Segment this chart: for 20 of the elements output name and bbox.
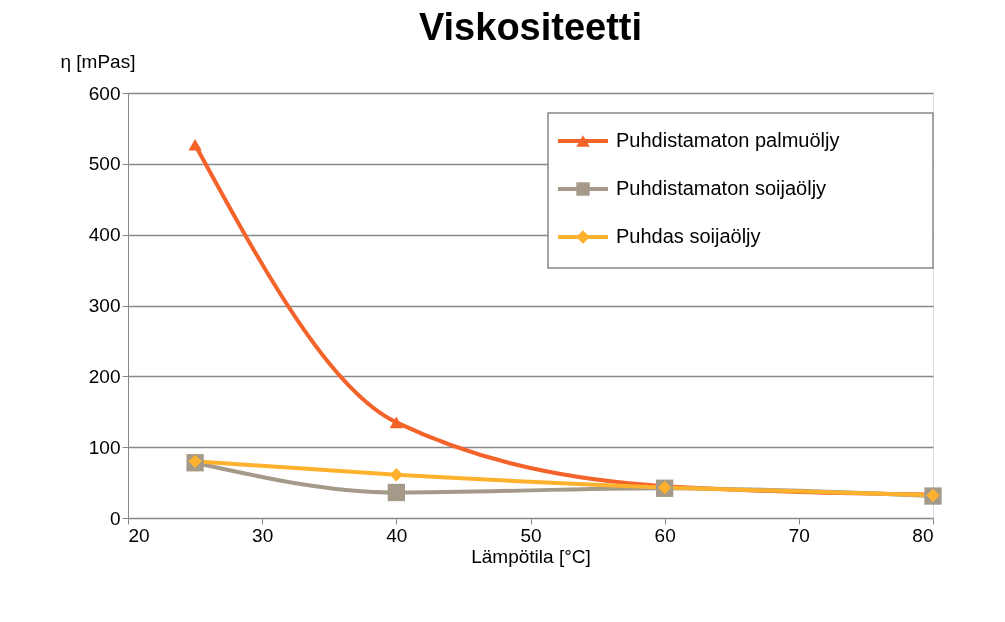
y-tick-label: 400 [88,224,121,246]
legend-label: Puhdistamaton palmuöljy [616,129,840,151]
chart-title: Viskositeetti [418,6,643,48]
y-tick-label: 200 [88,365,121,387]
x-axis-title: Lämpötila [°C] [471,545,591,567]
y-tick-label: 0 [109,507,121,529]
y-tick-label: 600 [88,82,121,104]
y-axis-title: η [mPas] [60,50,136,72]
y-tick-label: 100 [88,436,121,458]
x-tick-label: 60 [654,524,676,546]
x-tick-label: 70 [788,524,810,546]
y-tick-label: 300 [88,295,121,316]
x-tick-label: 40 [386,524,408,546]
legend-label: Puhdas soijaöljy [616,225,761,247]
x-tick-label: 80 [912,524,934,546]
y-tick-label: 500 [88,153,121,175]
x-tick-label: 50 [520,524,542,546]
x-tick-label: 30 [252,524,274,546]
x-tick-label: 20 [128,524,150,546]
legend-label: Puhdistamaton soijaöljy [616,177,827,199]
